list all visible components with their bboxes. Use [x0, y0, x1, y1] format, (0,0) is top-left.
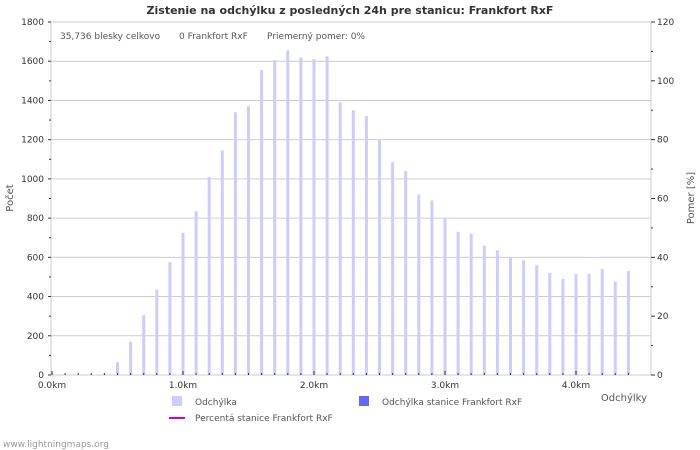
y-tick-label: 1400 — [21, 96, 44, 106]
bar-odchylka — [247, 106, 250, 376]
stat-total: 35,736 blesky celkovo — [60, 32, 161, 42]
y2-tick-label: 100 — [657, 77, 674, 87]
bar-odchylka — [220, 150, 224, 375]
gridlines — [50, 21, 652, 376]
bar-odchylka — [338, 102, 342, 376]
y2-tick-label: 40 — [657, 253, 669, 263]
bar-odchylka — [417, 194, 421, 375]
legend-swatch-odchylka — [172, 396, 182, 406]
bar-odchylka — [587, 274, 591, 375]
stat-ratio: Priemerný pomer: 0% — [267, 32, 365, 42]
bar-odchylka — [600, 269, 604, 375]
bar-odchylka — [233, 112, 237, 375]
legend-label-odchylka[interactable]: Odchýlka — [195, 398, 237, 408]
y-tick-label: 400 — [27, 293, 44, 303]
x-tick-label: 3.0km — [431, 381, 459, 391]
legend-label-station[interactable]: Odchýlka stanice Frankfort RxF — [382, 398, 522, 408]
legend-label-percent[interactable]: Percentá stanice Frankfort RxF — [195, 414, 333, 424]
bar-odchylka — [548, 273, 552, 375]
bar-odchylka — [469, 233, 473, 375]
bar-odchylka — [312, 59, 316, 376]
bar-odchylka — [325, 56, 329, 375]
bar-odchylka — [181, 232, 185, 375]
y-tick-label: 1000 — [21, 175, 44, 185]
bar-odchylka — [456, 231, 460, 375]
y-tick-label: 200 — [27, 332, 44, 342]
bar-odchylka — [168, 262, 172, 375]
y2-tick-label: 120 — [657, 18, 674, 28]
y2-axis-label: Pomer [%] — [686, 172, 697, 224]
axes: 0 200 400 600 800 1000 1200 1400 1600 1800 0 20 40 60… — [21, 18, 674, 391]
bar-odchylka — [522, 260, 526, 375]
bar-odchylka — [404, 171, 408, 375]
footer-link[interactable]: www.lightningmaps.org — [3, 440, 109, 450]
bars — [50, 50, 630, 376]
y-tick-label: 1200 — [21, 136, 44, 146]
bar-odchylka — [613, 281, 617, 375]
y-tick-label: 800 — [27, 214, 44, 224]
y-tick-label: 1800 — [21, 18, 44, 28]
bar-odchylka — [443, 218, 447, 375]
bar-odchylka — [286, 50, 290, 376]
plot-area — [50, 21, 652, 376]
y2-tick-label: 80 — [657, 136, 669, 146]
bar-odchylka — [116, 362, 119, 375]
bar-odchylka — [155, 289, 159, 375]
y-tick-label: 1600 — [21, 57, 44, 67]
bar-odchylka — [364, 116, 368, 375]
x-tick-label: 1.0km — [169, 381, 197, 391]
y-tick-label: 600 — [27, 253, 44, 263]
bar-odchylka — [391, 162, 395, 375]
bar-odchylka — [509, 257, 512, 375]
bar-odchylka — [194, 211, 198, 375]
bar-odchylka — [535, 265, 539, 375]
chart-title: Zistenie na odchýlku z posledných 24h pr… — [147, 4, 554, 17]
y2-tick-label: 60 — [657, 195, 669, 205]
bar-odchylka — [351, 110, 355, 375]
bar-odchylka — [129, 341, 133, 375]
x-tick-label: 2.0km — [300, 381, 328, 391]
bar-odchylka — [561, 278, 565, 375]
bar-odchylka — [495, 250, 499, 375]
bar-odchylka — [260, 70, 264, 375]
bar-odchylka — [574, 274, 578, 375]
bar-odchylka — [430, 200, 434, 375]
y2-tick-label: 0 — [657, 371, 663, 381]
legend-swatch-station — [359, 396, 369, 406]
stat-station: 0 Frankfort RxF — [179, 32, 248, 42]
y2-tick-label: 20 — [657, 312, 669, 322]
bar-odchylka — [273, 60, 277, 375]
bar-odchylka — [207, 176, 211, 375]
bar-odchylka — [378, 139, 381, 375]
y-axis-label: Počet — [4, 184, 16, 211]
x-tick-label: 4.0km — [562, 381, 590, 391]
x-axis-label: Odchýlky — [601, 392, 647, 404]
bar-odchylka — [299, 57, 303, 376]
x-tick-label: 0.0km — [38, 381, 66, 391]
bar-odchylka — [142, 315, 146, 375]
bar-odchylka — [626, 271, 630, 375]
bar-odchylka — [482, 245, 486, 375]
y-tick-label: 0 — [38, 371, 44, 381]
